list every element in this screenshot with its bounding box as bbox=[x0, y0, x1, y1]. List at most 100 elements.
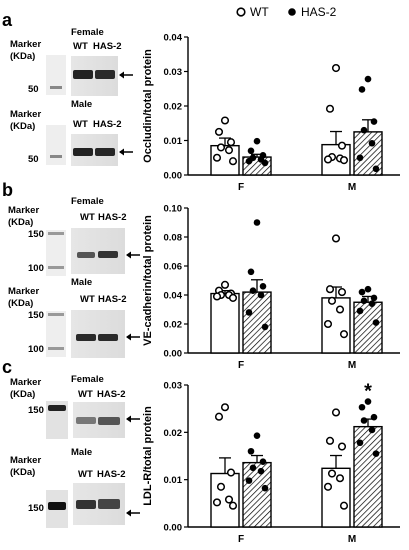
marker-lane bbox=[46, 55, 66, 95]
data-point bbox=[216, 143, 226, 152]
data-point bbox=[325, 104, 335, 113]
blot-band bbox=[76, 500, 96, 509]
data-point bbox=[356, 439, 364, 447]
marker-unit: (KDa) bbox=[10, 51, 35, 62]
data-point bbox=[214, 127, 224, 136]
data-point bbox=[360, 297, 368, 305]
y-axis-label: Occludin/total protein bbox=[142, 49, 154, 163]
data-point bbox=[247, 147, 255, 155]
data-point bbox=[253, 432, 261, 439]
blot-group-label: Female bbox=[71, 27, 104, 38]
data-point bbox=[370, 413, 378, 421]
data-point bbox=[364, 285, 372, 293]
marker-band bbox=[50, 86, 62, 89]
lane-label-wt: WT bbox=[80, 294, 95, 305]
marker-unit: (KDa) bbox=[10, 389, 35, 400]
marker-label: Marker bbox=[10, 109, 41, 120]
data-point bbox=[224, 495, 234, 504]
y-tick-label: 0.00 bbox=[164, 171, 183, 182]
data-point bbox=[247, 447, 255, 455]
blot-band bbox=[76, 417, 96, 424]
x-category-label: M bbox=[348, 360, 356, 371]
data-point bbox=[358, 403, 366, 411]
data-point bbox=[245, 477, 253, 484]
data-point bbox=[214, 412, 224, 421]
data-point bbox=[261, 484, 269, 492]
band-arrow bbox=[126, 333, 140, 341]
data-point bbox=[337, 442, 347, 451]
data-point bbox=[331, 234, 341, 243]
legend-marker-has2 bbox=[288, 8, 296, 16]
data-point bbox=[364, 398, 372, 405]
x-category-label: F bbox=[238, 360, 244, 371]
marker-lane bbox=[46, 311, 66, 357]
marker-band bbox=[48, 502, 66, 510]
y-tick-label: 0.00 bbox=[164, 523, 183, 534]
blot-c-male: Male Marker (KDa) 150 WT HAS-2 bbox=[10, 447, 140, 528]
blot-group-label: Male bbox=[71, 277, 92, 288]
data-point bbox=[327, 469, 337, 478]
marker-value: 150 bbox=[28, 503, 44, 514]
chart-occludin: 0.00 0.01 0.02 0.03 0.04 Occludin/total prote… bbox=[142, 33, 400, 193]
data-point bbox=[226, 138, 236, 147]
data-point bbox=[325, 436, 335, 445]
y-axis-label: LDL-R/total protein bbox=[142, 406, 154, 506]
lane-label-has2: HAS-2 bbox=[97, 469, 126, 480]
blot-c-female: Female Marker (KDa) 150 WT HAS-2 bbox=[10, 374, 140, 439]
marker-band bbox=[48, 266, 64, 269]
data-point bbox=[220, 403, 230, 412]
data-point bbox=[327, 296, 337, 305]
lane-label-has2: HAS-2 bbox=[97, 389, 126, 400]
y-tick-label: 0.01 bbox=[164, 475, 183, 486]
blot-band bbox=[98, 251, 118, 258]
data-point bbox=[360, 126, 368, 134]
data-point bbox=[261, 159, 269, 167]
blot-image bbox=[71, 228, 125, 274]
lane-label-has2: HAS-2 bbox=[98, 212, 127, 223]
chart-ve-cadherin: 0.00 0.02 0.04 0.06 0.08 0.10 VE-cadherin/tota… bbox=[142, 204, 400, 371]
data-point bbox=[337, 141, 347, 150]
data-point bbox=[339, 501, 349, 510]
y-tick-label: 0.01 bbox=[164, 136, 183, 147]
legend-label-wt: WT bbox=[250, 5, 269, 19]
data-point bbox=[360, 417, 368, 424]
lane-label-wt: WT bbox=[78, 469, 93, 480]
blot-b-male: Male Marker (KDa) 150 100 WT HAS-2 bbox=[8, 277, 140, 358]
data-point bbox=[368, 300, 376, 308]
data-point bbox=[356, 307, 364, 315]
marker-label: Marker bbox=[10, 377, 41, 388]
band-arrow bbox=[119, 148, 133, 156]
y-tick-label: 0.02 bbox=[164, 102, 183, 113]
data-point bbox=[228, 501, 238, 510]
marker-lane bbox=[46, 125, 66, 165]
x-category-label: M bbox=[348, 534, 356, 545]
x-category-label: F bbox=[238, 182, 244, 193]
data-point bbox=[331, 64, 341, 73]
data-point bbox=[368, 426, 376, 434]
bar bbox=[242, 461, 272, 528]
band-arrow bbox=[126, 415, 140, 423]
blot-group-label: Female bbox=[71, 196, 104, 207]
y-tick-label: 0.00 bbox=[164, 349, 183, 360]
marker-value: 150 bbox=[28, 229, 44, 240]
data-point bbox=[253, 137, 261, 145]
marker-band bbox=[48, 405, 66, 411]
marker-band bbox=[48, 313, 64, 316]
data-point bbox=[323, 319, 333, 329]
y-tick-label: 0.08 bbox=[164, 233, 183, 244]
data-point bbox=[356, 154, 364, 162]
lane-label-wt: WT bbox=[73, 119, 88, 130]
marker-value: 50 bbox=[28, 84, 39, 95]
marker-value: 150 bbox=[28, 310, 44, 321]
data-point bbox=[339, 330, 349, 339]
bar bbox=[321, 467, 351, 528]
data-point bbox=[335, 305, 345, 314]
data-point bbox=[335, 474, 345, 483]
marker-label: Marker bbox=[8, 205, 39, 216]
panel-letter-a: a bbox=[2, 10, 13, 30]
x-category-label: M bbox=[348, 182, 356, 193]
data-point bbox=[331, 408, 341, 417]
marker-lane bbox=[46, 230, 66, 276]
data-point bbox=[226, 468, 236, 477]
